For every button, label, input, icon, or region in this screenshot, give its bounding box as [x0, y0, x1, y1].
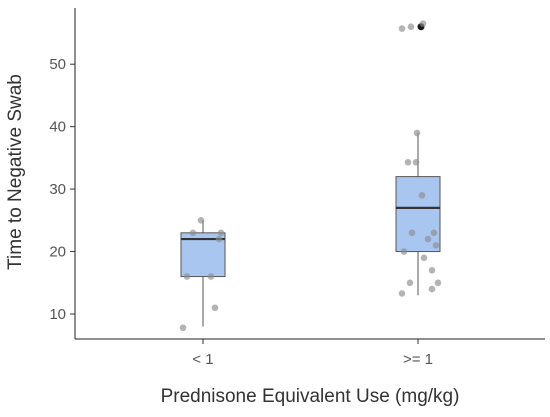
jitter-points	[179, 217, 225, 332]
data-point	[215, 235, 223, 243]
y-tick-label: 30	[49, 181, 66, 198]
data-point	[183, 273, 191, 280]
data-point	[179, 324, 187, 332]
x-axis-ticks: < 1 >= 1	[192, 339, 433, 368]
x-tick-label: >= 1	[403, 351, 433, 368]
data-point	[407, 23, 415, 31]
data-point	[400, 248, 408, 255]
data-point	[428, 285, 436, 293]
data-point	[428, 267, 436, 274]
data-point	[197, 217, 205, 224]
y-axis-ticks: 10 20 30 40 50	[49, 56, 75, 323]
y-axis-title: Time to Negative Swab	[5, 74, 26, 270]
y-tick-label: 50	[49, 56, 66, 73]
box-group	[395, 23, 441, 296]
data-point	[412, 158, 420, 166]
data-point	[404, 158, 412, 166]
plot-area	[179, 20, 442, 332]
data-point	[424, 235, 432, 243]
x-tick-label: < 1	[192, 351, 213, 368]
data-point	[408, 229, 416, 237]
data-point	[189, 229, 197, 237]
data-point	[434, 279, 442, 287]
data-point	[398, 290, 406, 297]
y-tick-label: 20	[49, 244, 66, 261]
jitter-points	[398, 20, 442, 297]
y-tick-label: 40	[49, 119, 66, 136]
data-point	[211, 304, 219, 312]
box	[395, 176, 441, 253]
data-point	[419, 20, 427, 27]
data-point	[420, 254, 428, 262]
data-point	[406, 279, 414, 287]
data-point	[413, 129, 421, 137]
data-point	[217, 229, 225, 237]
data-point	[207, 273, 215, 280]
x-axis-title: Prednisone Equivalent Use (mg/kg)	[161, 386, 460, 407]
data-point	[432, 242, 440, 249]
y-tick-label: 10	[49, 306, 66, 323]
data-point	[418, 192, 426, 199]
data-point	[398, 25, 406, 32]
data-point	[430, 229, 438, 237]
